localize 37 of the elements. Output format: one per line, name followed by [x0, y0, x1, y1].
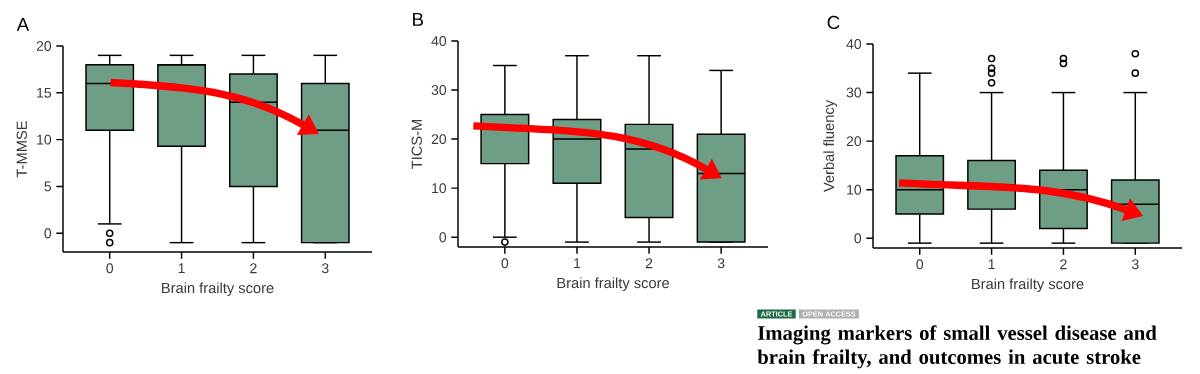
- x-tick-label: 2: [1060, 259, 1067, 270]
- x-axis-title: Brain frailty score: [557, 277, 669, 292]
- chart-title: C: [827, 15, 840, 30]
- x-tick-label: 2: [250, 263, 257, 274]
- x-tick-label: 1: [988, 259, 995, 269]
- y-tick-label: 40: [846, 39, 862, 49]
- y-tick-label: 10: [432, 183, 447, 194]
- y-tick-label: 15: [37, 87, 52, 98]
- x-tick-label: 3: [717, 258, 725, 269]
- y-tick-label: 30: [431, 85, 447, 96]
- x-tick-label: 3: [321, 263, 329, 274]
- y-tick-label: 0: [854, 233, 862, 244]
- y-tick-label: 20: [36, 41, 52, 51]
- y-axis-title: T-MMSE: [16, 121, 27, 178]
- y-tick-label: 10: [847, 184, 862, 195]
- y-tick-label: 0: [44, 228, 52, 239]
- x-axis-title: Brain frailty score: [162, 282, 274, 297]
- y-axis-title: Verbal fluency: [823, 99, 837, 192]
- x-tick-label: 0: [916, 259, 924, 270]
- x-tick-label: 0: [106, 263, 114, 274]
- text: Imaging markers of small vessel disease and brain frailty, and outcomes in acute stroke: [757, 325, 1157, 369]
- y-tick-label: 20: [846, 136, 862, 147]
- y-tick-label: 5: [44, 181, 52, 192]
- x-tick-label: 1: [574, 258, 581, 268]
- x-tick-label: 1: [178, 263, 185, 273]
- x-tick-label: 0: [501, 258, 509, 269]
- x-tick-label: 2: [645, 258, 653, 269]
- chart-title: A: [16, 17, 30, 31]
- chart-title: B: [413, 12, 424, 26]
- x-tick-label: 3: [1131, 259, 1139, 270]
- y-tick-label: 10: [37, 134, 52, 145]
- y-axis-title: TICS-M: [411, 119, 422, 169]
- y-tick-label: 20: [431, 134, 447, 145]
- y-tick-label: 30: [846, 87, 862, 98]
- y-tick-label: 40: [431, 36, 447, 46]
- y-tick-label: 0: [439, 232, 447, 243]
- x-axis-title: Brain frailty score: [972, 278, 1084, 293]
